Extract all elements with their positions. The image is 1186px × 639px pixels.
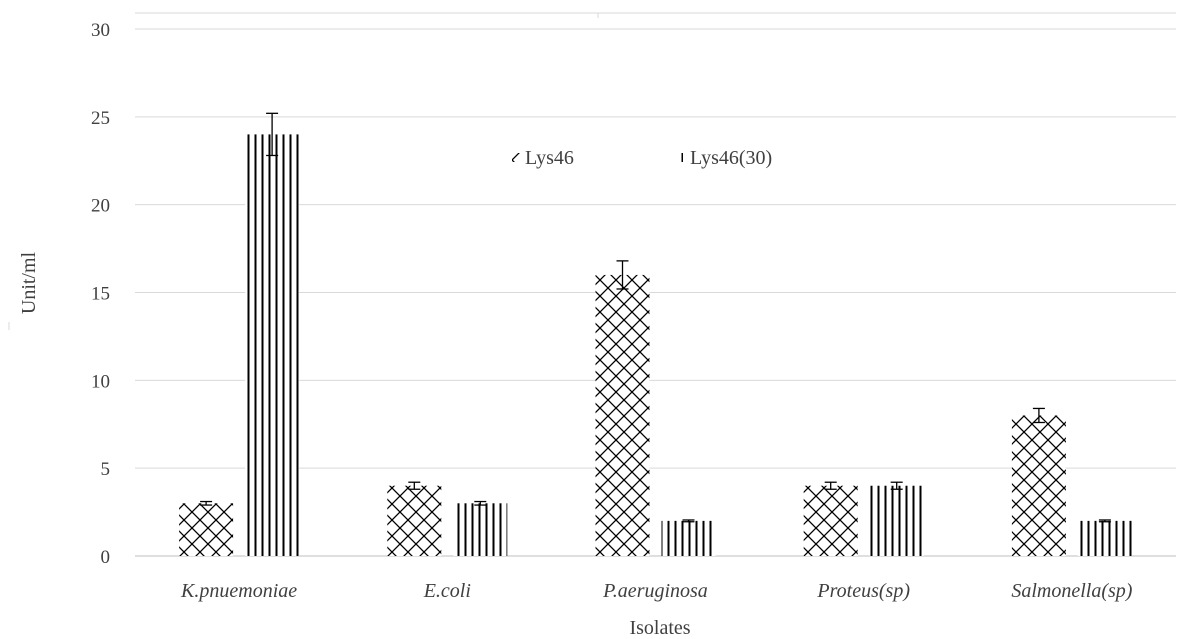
x-axis-categories: K.pnuemoniae E.coli P.aeruginosa Proteus(sp…: [180, 580, 1133, 602]
error-bar: [890, 481, 903, 490]
bar-lys46-30: [453, 503, 508, 556]
legend: Lys46 Lys46(30): [512, 147, 772, 169]
error-bar: [474, 500, 487, 506]
bar-lys46: [387, 485, 442, 556]
error-bar: [1032, 407, 1045, 424]
y-tick-label: 30: [91, 20, 110, 41]
bar-lys46: [803, 485, 858, 556]
legend-swatch-lys46-30: [679, 153, 683, 162]
bar-lys46: [179, 503, 234, 556]
error-bar: [616, 260, 629, 290]
legend-label-lys46: Lys46: [525, 147, 574, 169]
error-bar: [824, 481, 837, 490]
x-axis-title: Isolates: [629, 617, 690, 639]
y-tick-label: 15: [91, 284, 110, 305]
x-tick-label: E.coli: [423, 580, 471, 602]
bar-lys46-30: [661, 520, 716, 556]
x-tick-label: Salmonella(sp): [1011, 580, 1132, 602]
bar-lys46: [1011, 415, 1066, 556]
legend-item-lys46: Lys46: [512, 147, 574, 169]
error-bar: [1098, 519, 1111, 523]
x-tick-label: P.aeruginosa: [602, 580, 708, 602]
y-tick-label: 20: [91, 196, 110, 217]
bar-lys46: [595, 274, 650, 556]
y-tick-label: 5: [101, 459, 111, 480]
y-tick-label: 0: [101, 547, 111, 568]
error-bar: [200, 500, 213, 506]
y-tick-label: 25: [91, 108, 110, 129]
gridlines: [135, 28, 1176, 557]
legend-swatch-lys46: [512, 153, 520, 162]
bar-lys46-30: [869, 485, 924, 556]
error-bar: [682, 519, 695, 523]
error-bar: [266, 112, 279, 157]
error-bar: [408, 481, 421, 490]
x-tick-label: Proteus(sp): [816, 580, 910, 602]
bars: [179, 134, 1132, 556]
y-axis-title: Unit/ml: [18, 251, 40, 314]
error-bars: [200, 112, 1111, 523]
bar-lys46-30: [245, 134, 300, 556]
x-tick-label: K.pnuemoniae: [180, 580, 297, 602]
y-tick-label: 10: [91, 371, 110, 392]
y-axis-ticks: 0 5 10 15 20 25 30: [91, 20, 110, 568]
legend-label-lys46-30: Lys46(30): [690, 147, 772, 169]
bar-lys46-30: [1077, 520, 1132, 556]
legend-item-lys46-30: Lys46(30): [679, 147, 772, 169]
